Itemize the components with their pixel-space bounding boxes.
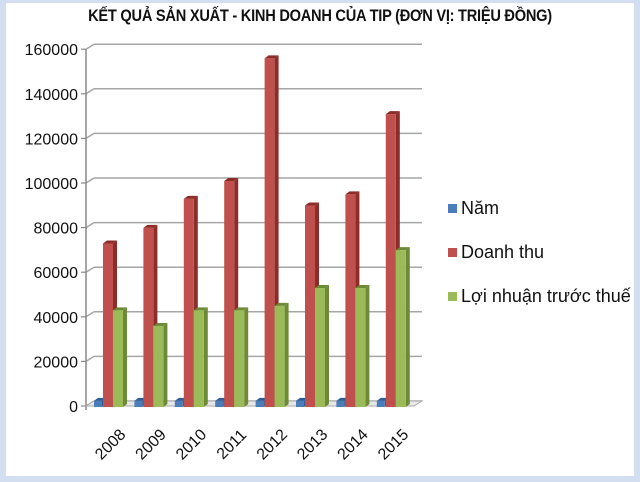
bar-loi-nhuan-top — [153, 322, 168, 326]
chart-legend: Năm Doanh thu Lợi nhuận trước thuế — [448, 198, 631, 330]
bar-nam — [336, 400, 345, 407]
x-tick-label: 2012 — [254, 426, 291, 463]
chart-title: KẾT QUẢ SẢN XUẤT - KINH DOANH CỦA TIP (Đ… — [88, 6, 552, 25]
bar-nam — [94, 400, 102, 407]
y-tick-label: 120000 — [25, 131, 78, 148]
legend-label: Lợi nhuận trước thuế — [461, 285, 631, 306]
bar-loi-nhuan-side — [325, 285, 329, 407]
bar-nam — [174, 400, 183, 407]
bar-doanh-thu — [385, 114, 396, 407]
gridline-depth — [85, 355, 95, 363]
bar-loi-nhuan-side — [365, 285, 370, 407]
gridline-depth — [85, 311, 95, 318]
y-tick-label: 140000 — [25, 87, 78, 104]
bar-nam — [134, 400, 143, 407]
bar-doanh-thu-top — [224, 178, 239, 181]
legend-label: Doanh thu — [461, 241, 545, 262]
bar-loi-nhuan-top — [315, 285, 329, 289]
bar-doanh-thu-top — [385, 111, 400, 115]
bar-loi-nhuan — [274, 305, 285, 407]
bar-loi-nhuan-side — [244, 307, 249, 407]
bar-loi-nhuan-top — [274, 302, 289, 306]
y-tick-label: 60000 — [34, 265, 79, 282]
x-tick-label: 2011 — [214, 427, 250, 463]
bar-nam — [296, 400, 304, 407]
x-tick-label: 2015 — [375, 426, 412, 463]
bar-doanh-thu — [103, 243, 113, 407]
gridline-depth — [85, 132, 95, 140]
bar-loi-nhuan — [153, 325, 164, 407]
x-tick-label: 2009 — [133, 426, 170, 463]
legend-item-nam: Năm — [448, 198, 631, 218]
bar-loi-nhuan-side — [163, 322, 168, 407]
gridline-depth — [85, 266, 95, 273]
y-tick-label: 40000 — [34, 310, 79, 327]
gridline-depth — [85, 177, 95, 184]
bar-loi-nhuan — [234, 310, 245, 407]
bar-doanh-thu — [345, 194, 356, 407]
bar-doanh-thu-top — [143, 224, 158, 228]
x-tick-label: 2013 — [294, 426, 331, 463]
legend-swatch-red-icon — [448, 247, 457, 257]
bar-loi-nhuan-side — [123, 307, 127, 407]
legend-label: Năm — [461, 197, 500, 218]
legend-item-doanh-thu: Doanh thu — [448, 242, 631, 262]
bar-doanh-thu — [143, 227, 154, 407]
x-tick-label: 2014 — [335, 426, 372, 463]
bar-loi-nhuan — [113, 310, 123, 407]
bar-nam — [376, 400, 385, 407]
gridline-depth — [85, 88, 95, 95]
bar-loi-nhuan — [395, 250, 406, 407]
bar-doanh-thu — [224, 181, 235, 407]
bar-nam — [215, 400, 224, 407]
bar-loi-nhuan-top — [234, 307, 249, 311]
gridline-depth — [85, 221, 95, 229]
bar-loi-nhuan-top — [355, 285, 370, 289]
bar-loi-nhuan — [193, 310, 204, 407]
gridline-depth — [85, 43, 95, 50]
y-tick-label: 20000 — [34, 354, 79, 371]
bar-doanh-thu-top — [264, 55, 279, 59]
bar-loi-nhuan-side — [405, 247, 410, 407]
bar-doanh-thu-top — [345, 191, 360, 195]
bar-doanh-thu-top — [183, 195, 198, 199]
bar-loi-nhuan-top — [113, 307, 127, 311]
bar-loi-nhuan-side — [284, 302, 289, 407]
x-tick-label: 2010 — [173, 426, 210, 463]
y-tick-label: 160000 — [25, 42, 78, 59]
legend-swatch-green-icon — [448, 291, 457, 301]
bar-doanh-thu — [183, 198, 194, 407]
y-tick-label: 80000 — [34, 221, 79, 238]
bar-doanh-thu-top — [305, 202, 319, 206]
legend-swatch-blue-icon — [448, 203, 457, 213]
bar-loi-nhuan-side — [203, 307, 208, 407]
bar-loi-nhuan-top — [193, 307, 208, 311]
bar-loi-nhuan — [315, 288, 325, 407]
bar-doanh-thu-top — [103, 240, 117, 244]
y-tick-label: 100000 — [25, 176, 78, 193]
bar-doanh-thu — [264, 58, 275, 407]
x-tick-label: 2008 — [92, 426, 129, 463]
bar-doanh-thu — [305, 205, 315, 407]
bar-nam — [255, 400, 264, 407]
y-tick-label: 0 — [69, 399, 78, 416]
bar-loi-nhuan-top — [395, 247, 410, 251]
bar-loi-nhuan — [355, 288, 366, 407]
legend-item-loi-nhuan: Lợi nhuận trước thuế — [448, 286, 631, 306]
